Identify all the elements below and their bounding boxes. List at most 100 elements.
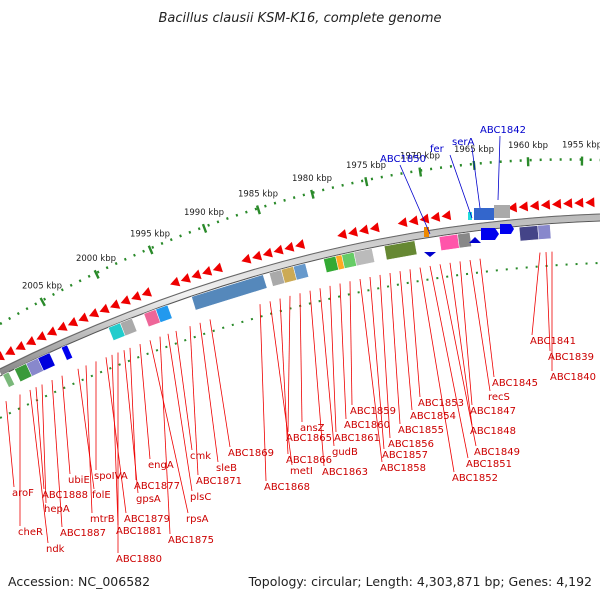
gene-label-ansz: ansZ	[300, 423, 325, 434]
gene-label-cher: cheR	[18, 527, 43, 538]
label-leader-line	[29, 389, 49, 544]
scale-tick-label: 1990 kbp	[184, 208, 224, 218]
label-leader-line	[77, 368, 95, 490]
scale-tick-label: 1975 kbp	[346, 161, 386, 171]
label-leader-line	[175, 330, 193, 451]
label-leader-line	[449, 154, 473, 219]
scale-tick-label: 1965 kbp	[454, 145, 494, 155]
label-leader-line	[359, 279, 383, 463]
label-leader-line	[389, 272, 401, 425]
reverse-gene-arrow	[131, 291, 142, 301]
gene-label-abc1859: ABC1859	[350, 406, 396, 417]
gene-label-ubie: ubiE	[68, 475, 90, 486]
label-leader-line	[545, 252, 551, 352]
gene-label-abc1880: ABC1880	[116, 554, 162, 565]
forward-gene-arrow	[481, 228, 499, 240]
gene-label-abc1848: ABC1848	[470, 426, 516, 437]
feature-block	[518, 225, 540, 242]
forward-gene-arrow	[424, 252, 436, 257]
label-leader-line	[279, 298, 289, 455]
label-leader-line	[439, 264, 477, 447]
gene-label-abc1881: ABC1881	[116, 526, 162, 537]
feature-block	[60, 344, 74, 361]
label-leader-line	[199, 322, 219, 463]
gene-label-abc1839: ABC1839	[548, 352, 594, 363]
label-leader-line	[189, 326, 199, 476]
gene-label-hepa: hepA	[44, 504, 70, 515]
label-leader-line	[299, 293, 303, 423]
label-leader-line	[5, 401, 15, 488]
reverse-gene-arrow	[141, 287, 152, 297]
reverse-gene-arrow	[57, 321, 68, 331]
topology-text: Topology: circular; Length: 4,303,871 bp…	[248, 574, 592, 589]
gene-label-sleb: sleB	[216, 463, 237, 474]
scale-tick	[418, 167, 423, 177]
gene-label-abc1857: ABC1857	[382, 450, 428, 461]
reverse-gene-arrow	[180, 273, 191, 283]
scale-tick-label: 1960 kbp	[508, 141, 548, 151]
reverse-gene-arrow	[574, 197, 584, 208]
gene-label-abc1875: ABC1875	[168, 535, 214, 546]
forward-feature-block	[468, 212, 472, 220]
scale-tick	[310, 189, 315, 199]
reverse-gene-arrow	[348, 226, 358, 237]
gene-label-spoiva: spoIVA	[94, 471, 128, 482]
gene-label-abc1856: ABC1856	[388, 439, 434, 450]
scale-tick	[364, 177, 369, 187]
gene-label-abc1841: ABC1841	[530, 336, 576, 347]
reverse-gene-arrow	[212, 262, 223, 273]
reverse-gene-arrow	[563, 198, 573, 209]
reverse-gene-arrow	[273, 244, 284, 255]
label-leader-line	[369, 276, 385, 450]
scale-ticks: 2005 kbp 2000 kbp 1995 kbp 1990 kbp 1985 kbp…	[22, 141, 600, 307]
gene-label-gpsa: gpsA	[136, 494, 161, 505]
reverse-gene-arrow	[441, 210, 452, 221]
label-leader-line	[469, 259, 491, 392]
inner-track	[0, 262, 600, 419]
gene-label-abc1853: ABC1853	[418, 398, 464, 409]
label-leader-line	[459, 261, 473, 406]
label-leader-line	[319, 288, 335, 447]
genome-backbone	[0, 213, 600, 376]
reverse-gene-arrow	[5, 346, 16, 356]
label-leader-line	[41, 384, 47, 504]
feature-block	[537, 224, 552, 240]
label-leader-line	[85, 365, 93, 514]
reverse-gene-arrow	[337, 229, 348, 239]
gene-label-meti: metI	[290, 466, 313, 477]
gene-label-abc1855: ABC1855	[398, 425, 444, 436]
feature-block	[119, 317, 138, 337]
reverse-gene-arrow	[110, 299, 121, 309]
scale-tick-label: 1955 kbp	[562, 141, 600, 151]
gene-label-abc1842: ABC1842	[480, 125, 526, 136]
accession-text: Accession: NC_006582	[8, 574, 150, 589]
feature-blocks	[2, 224, 552, 388]
gene-label-abc1888: ABC1888	[42, 490, 88, 501]
reverse-gene-arrow	[518, 201, 529, 212]
forward-gene-arrow	[469, 237, 481, 243]
scale-tick	[526, 157, 530, 167]
reverse-gene-arrow	[36, 331, 47, 341]
gene-label-abc1879: ABC1879	[124, 514, 170, 525]
gene-label-cmk: cmk	[190, 451, 211, 462]
label-leader-line	[379, 274, 391, 439]
gene-label-abc1854: ABC1854	[410, 411, 456, 422]
forward-strand-genes	[424, 205, 514, 257]
gene-label-gudb: gudB	[332, 447, 358, 458]
label-leader-line	[419, 267, 455, 473]
forward-feature-block	[494, 205, 510, 218]
reverse-gene-arrow	[358, 224, 369, 235]
reverse-gene-arrow	[540, 199, 551, 210]
gene-label-mtrb: mtrB	[90, 514, 115, 525]
scale-tick	[580, 156, 584, 166]
gene-label-abc1887: ABC1887	[60, 528, 106, 539]
gene-label-abc1868: ABC1868	[264, 482, 310, 493]
reverse-gene-arrow	[67, 317, 79, 327]
gene-label-abc1849: ABC1849	[474, 447, 520, 458]
gene-label-abc1851: ABC1851	[466, 459, 512, 470]
reverse-gene-arrow	[252, 250, 263, 261]
gene-label-sera: serA	[452, 137, 474, 148]
feature-block	[457, 232, 472, 249]
gene-label-abc1850: ABC1850	[380, 154, 426, 165]
